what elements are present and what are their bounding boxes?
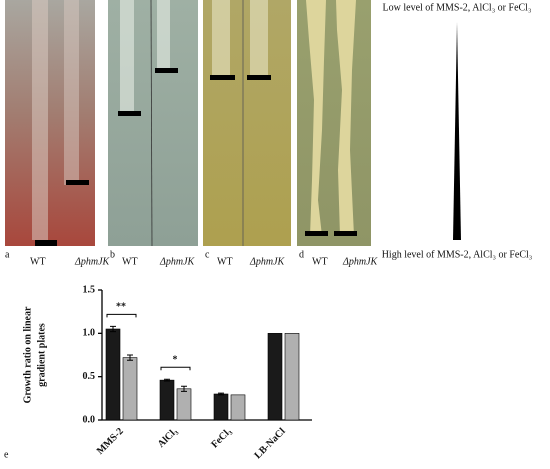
error-bar	[218, 392, 224, 396]
error-bar	[110, 325, 116, 333]
high-level-label: High level of MMS-2, AlCl₃ or FeCl₃	[382, 249, 533, 260]
plate-edge	[150, 0, 153, 247]
y-axis-label: Growth ratio on linear	[22, 306, 33, 403]
low-level-label: Low level of MMS-2, AlCl₃ or FeCl₃	[383, 2, 532, 13]
bar	[176, 388, 192, 421]
significance-bracket	[160, 366, 191, 371]
panel-letter: c	[205, 249, 210, 260]
photo	[5, 0, 95, 246]
strain-label: ΔphmJK	[159, 256, 196, 267]
growth-streak	[32, 0, 48, 240]
x-tick-label: MMS-2	[95, 426, 126, 457]
marker	[210, 75, 235, 80]
panel-letter: d	[299, 249, 304, 260]
bar	[105, 328, 121, 421]
bar	[122, 357, 138, 421]
strain-label: ΔphmJK	[342, 256, 379, 267]
bar	[267, 333, 283, 421]
marker	[247, 75, 271, 80]
significance-label: *	[173, 355, 178, 366]
significance-bracket	[106, 313, 137, 318]
marker	[305, 231, 328, 236]
y-tick-label: 0.5	[83, 371, 96, 382]
marker	[118, 111, 141, 116]
growth-streak	[250, 0, 268, 76]
strain-label: WT	[312, 256, 328, 267]
panel-letter: b	[110, 249, 115, 260]
growth-streak	[336, 0, 356, 236]
strain-label: ΔphmJK	[74, 256, 111, 267]
panel-letter: e	[4, 449, 9, 460]
bar	[230, 394, 246, 421]
growth-streak	[64, 0, 79, 185]
error-bar	[181, 385, 187, 392]
error-bar	[164, 378, 170, 382]
strain-label: WT	[217, 256, 233, 267]
significance-label: **	[116, 302, 126, 313]
marker	[155, 68, 178, 73]
photo	[297, 0, 371, 246]
x-tick-label: LB-NaCl	[252, 426, 287, 461]
y-axis-label: gradient plates	[36, 323, 47, 387]
bar	[213, 393, 229, 421]
x-tick-label: AlCl₃	[156, 426, 180, 450]
growth-streak	[120, 0, 134, 112]
panel-letter: a	[5, 249, 10, 260]
growth-streak	[212, 0, 230, 76]
strain-label: WT	[122, 256, 138, 267]
strain-label: ΔphmJK	[249, 256, 286, 267]
marker	[66, 180, 89, 185]
strain-label: WT	[30, 256, 46, 267]
gradient-wedge	[453, 22, 461, 240]
marker	[334, 231, 357, 236]
error-bar	[127, 354, 133, 361]
growth-streak	[306, 0, 326, 236]
y-tick-label: 1.5	[83, 284, 96, 295]
bar	[159, 379, 175, 421]
y-tick-label: 0.0	[83, 414, 96, 425]
growth-streak	[157, 0, 170, 70]
x-tick-label: FeCl₃	[209, 426, 233, 450]
bar	[284, 333, 300, 421]
marker	[35, 240, 57, 246]
y-tick-label: 1.0	[83, 328, 96, 339]
photos	[5, 0, 371, 247]
